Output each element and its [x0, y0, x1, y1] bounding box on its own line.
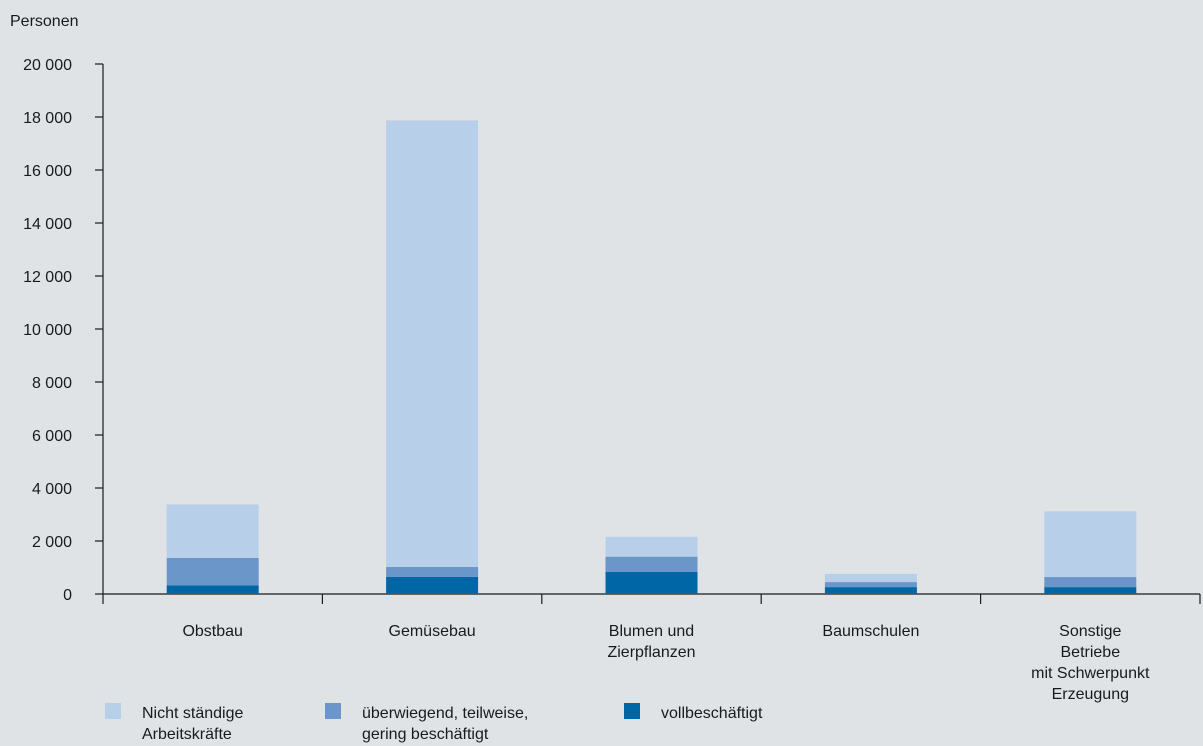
bar-segment [605, 536, 698, 557]
y-tick-label: 4 000 [32, 481, 72, 498]
x-axis [102, 593, 1201, 604]
legend-swatch [105, 703, 121, 719]
legend-label: vollbeschäftigt [661, 705, 763, 722]
y-tick-label: 16 000 [23, 163, 72, 180]
x-tick-label: Sonstige Betriebe mit Schwerpunkt Erzeugung [1031, 623, 1150, 703]
bar-segment [166, 504, 259, 558]
bar-segment [386, 120, 479, 567]
x-tick-labels: Obstbau Gemüsebau Blumen und Zierpflanzen Ba… [182, 623, 1150, 703]
bar-segment [386, 576, 479, 594]
y-tick-label: 8 000 [32, 375, 72, 392]
y-tick-label: 12 000 [23, 269, 72, 286]
y-tick-label: 10 000 [23, 322, 72, 339]
bar-segment [166, 557, 259, 586]
legend-swatch [325, 703, 341, 719]
x-tick-label: Blumen und Zierpflanzen [607, 623, 695, 661]
bar-segment [1044, 577, 1137, 588]
y-tick-label: 18 000 [23, 110, 72, 127]
x-tick-label: Obstbau [182, 623, 242, 640]
bars [166, 120, 1137, 594]
bar-segment [605, 572, 698, 594]
bar-segment [1044, 587, 1137, 594]
bar-segment [166, 585, 259, 594]
bar-segment [824, 573, 917, 583]
legend-label: Nicht ständige Arbeitskräfte [142, 705, 243, 743]
bar-segment [824, 582, 917, 588]
legend: Nicht ständige Arbeitskräfte überwiegend, … [105, 703, 763, 743]
bar-segment [824, 587, 917, 594]
y-tick-label: 6 000 [32, 428, 72, 445]
legend-label: überwiegend, teilweise, gering beschäftig… [362, 705, 528, 743]
bar-segment [605, 556, 698, 573]
legend-swatch [624, 703, 640, 719]
y-axis: 0 2 000 4 000 6 000 8 000 10 000 12 000 14 000 1… [23, 57, 104, 604]
y-axis-label: Personen [10, 13, 79, 30]
y-tick-label: 20 000 [23, 57, 72, 74]
x-tick-label: Gemüsebau [389, 623, 476, 640]
y-tick-label: 14 000 [23, 216, 72, 233]
y-tick-label: 2 000 [32, 534, 72, 551]
bar-segment [386, 566, 479, 577]
x-tick-label: Baumschulen [822, 623, 919, 640]
y-tick-label: 0 [63, 587, 72, 604]
bar-segment [1044, 511, 1137, 578]
